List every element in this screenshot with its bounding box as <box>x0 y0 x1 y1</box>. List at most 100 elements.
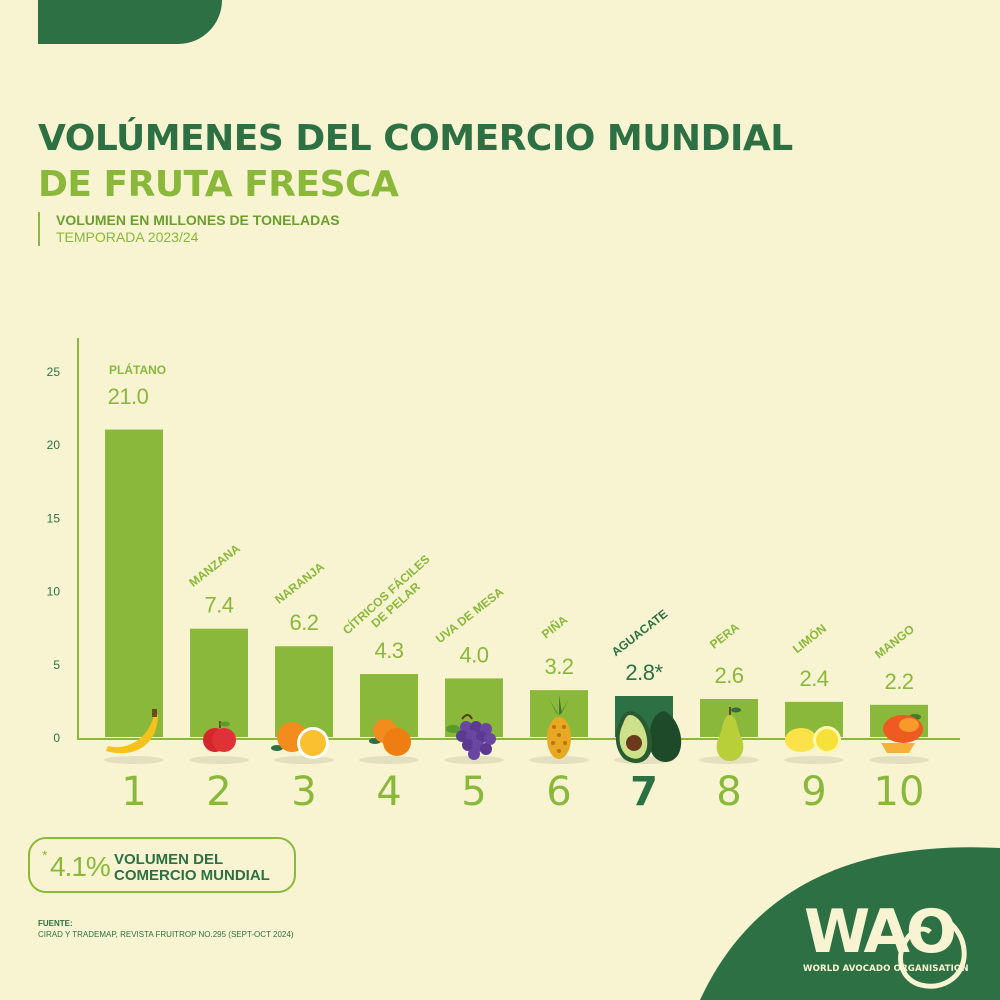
source-label: FUENTE: <box>38 919 73 928</box>
category-label: PERA <box>707 620 742 652</box>
category-label: NARANJA <box>272 559 327 606</box>
grape <box>484 733 496 745</box>
category-label: UVA DE MESA <box>433 584 507 646</box>
category-label: MANGO <box>872 622 917 661</box>
category-label-line: CÍTRICOS FÁCILES <box>339 551 432 637</box>
avocado-share-percent: 4.1% <box>50 851 111 882</box>
category-label: PLÁTANO <box>109 362 166 377</box>
pineapple-eye <box>551 741 555 745</box>
avocado-pit <box>626 735 642 751</box>
bar <box>275 646 333 737</box>
pineapple-eye <box>562 725 566 729</box>
bar-group-8: 2.6 PERA 8 <box>699 620 759 815</box>
rank-number: 9 <box>801 769 826 815</box>
icon-shadow <box>784 756 844 764</box>
grapes-icon <box>446 714 496 760</box>
bar-group-2: 7.4 MANZANA 2 <box>186 541 249 815</box>
mango-icon <box>881 714 923 753</box>
category-label: PIÑA <box>538 612 570 642</box>
orange-leaf <box>271 745 283 751</box>
lemon-icon <box>785 726 841 754</box>
grapes-leaf <box>446 725 460 733</box>
pineapple-leaf <box>549 699 559 715</box>
bar <box>190 628 248 737</box>
pear-leaf <box>731 707 741 713</box>
grape <box>468 748 480 760</box>
icon-shadow <box>529 756 589 764</box>
value-label: 21.0 <box>108 384 149 409</box>
logo-wordmark: WAO <box>804 897 957 967</box>
source-note: FUENTE: CIRAD Y TRADEMAP, REVISTA FRUITR… <box>38 918 293 940</box>
value-label: 6.2 <box>289 610 318 635</box>
value-label: 2.4 <box>799 666 828 691</box>
icon-shadow <box>104 756 164 764</box>
y-tick-label-20: 20 <box>47 438 61 452</box>
value-label: 4.0 <box>459 642 488 667</box>
bar-group-3: 6.2 NARANJA 3 <box>271 559 334 815</box>
rank-number: 2 <box>206 769 231 815</box>
icon-shadow <box>869 756 929 764</box>
category-label: AGUACATE <box>609 607 671 659</box>
pineapple-eye <box>563 741 567 745</box>
lemon-half-pulp <box>816 729 838 751</box>
rank-number: 4 <box>376 769 401 815</box>
category-label: MANZANA <box>186 541 243 590</box>
apple-stem <box>219 721 221 728</box>
y-tick-label-15: 15 <box>47 511 61 525</box>
rank-number: 3 <box>291 769 316 815</box>
value-label: 7.4 <box>204 593 233 618</box>
orange-icon <box>271 722 329 759</box>
logo-subtitle: WORLD AVOCADO ORGANISATION <box>803 964 969 974</box>
source-text: CIRAD Y TRADEMAP, REVISTA FRUITROP NO.29… <box>38 930 294 939</box>
value-label: 2.6 <box>714 663 743 688</box>
icon-shadow <box>274 756 334 764</box>
mango-slice <box>881 743 915 753</box>
rank-number: 5 <box>461 769 486 815</box>
avocado-icon <box>615 711 682 763</box>
value-label: 2.2 <box>884 669 913 694</box>
corner-decoration <box>38 0 222 44</box>
grape <box>480 743 492 755</box>
measure-label: VOLUMEN EN MILLONES DE TONELADAS <box>56 212 340 228</box>
rank-number: 1 <box>121 769 146 815</box>
value-label: 2.8* <box>625 660 663 685</box>
pineapple-leaf <box>559 695 562 715</box>
bar <box>105 429 163 737</box>
category-label: CÍTRICOS FÁCILESDE PELAR <box>339 551 442 648</box>
pear-body <box>716 715 744 761</box>
y-tick-label-5: 5 <box>53 658 60 672</box>
value-label: 3.2 <box>544 654 573 679</box>
orange-half-pulp <box>300 730 326 756</box>
icon-shadow <box>359 756 419 764</box>
mango-blush <box>899 718 919 732</box>
title-line-1: VOLÚMENES DEL COMERCIO MUNDIAL <box>38 118 793 159</box>
bar-group-6: 3.2 PIÑA 6 <box>529 612 589 815</box>
apple-right <box>212 728 236 752</box>
rank-number: 7 <box>630 769 658 815</box>
citrus-front <box>383 728 411 756</box>
y-tick-label-10: 10 <box>47 585 61 599</box>
rank-number: 10 <box>874 769 925 815</box>
avocado-whole <box>649 711 682 762</box>
pineapple-eye <box>552 725 556 729</box>
chart-subtitle: VOLUMEN EN MILLONES DE TONELADAS TEMPORA… <box>38 212 340 246</box>
page-title: VOLÚMENES DEL COMERCIO MUNDIAL DE FRUTA … <box>38 116 793 208</box>
banana-stem <box>152 709 157 717</box>
value-label: 4.3 <box>374 638 403 663</box>
grape <box>456 730 468 742</box>
season-label: TEMPORADA 2023/24 <box>56 229 199 245</box>
grape <box>460 721 472 733</box>
note-line-2: COMERCIO MUNDIAL <box>114 867 270 884</box>
title-line-2: DE FRUTA FRESCA <box>38 164 399 205</box>
grape <box>466 730 478 742</box>
avocado-share-note: * 4.1% VOLUMEN DEL COMERCIO MUNDIAL <box>28 837 296 893</box>
pineapple-eye <box>557 749 561 753</box>
note-line-1: VOLUMEN DEL <box>114 851 224 868</box>
icon-shadow <box>189 756 249 764</box>
pear-icon <box>716 707 744 761</box>
apple-leaf <box>220 721 230 727</box>
grapes-stem <box>461 714 473 720</box>
bar-group-10: 2.2 MANGO 10 <box>869 622 929 815</box>
